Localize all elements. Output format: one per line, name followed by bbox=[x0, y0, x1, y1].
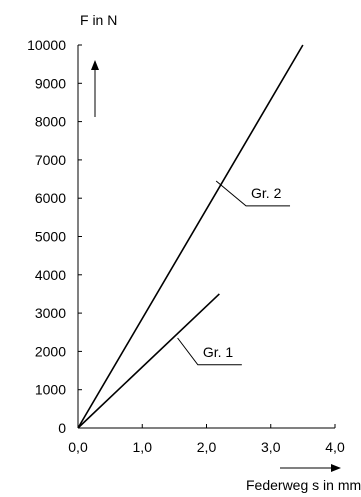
y-tick-label: 2000 bbox=[35, 343, 66, 359]
series-line-1 bbox=[77, 293, 220, 429]
x-axis-label: Federweg s in mm bbox=[246, 477, 361, 493]
series-line-2 bbox=[77, 44, 304, 429]
y-tick-label: 0 bbox=[58, 420, 66, 436]
y-tick-label: 5000 bbox=[35, 229, 66, 245]
y-tick-label: 1000 bbox=[35, 382, 66, 398]
series-label-1: Gr. 1 bbox=[203, 344, 234, 360]
series-label-leader-1 bbox=[177, 337, 242, 366]
x-tick-label: 2,0 bbox=[197, 439, 217, 455]
y-tick-label: 6000 bbox=[35, 190, 66, 206]
y-tick-label: 3000 bbox=[35, 305, 66, 321]
y-ticks: 0 1000 2000 3000 4000 5000 6000 7000 8000 9000 100… bbox=[27, 37, 82, 436]
x-ticks: 0,0 1,0 2,0 3,0 4,0 bbox=[68, 424, 345, 455]
y-axis-label: F in N bbox=[80, 12, 117, 28]
series-label-2: Gr. 2 bbox=[251, 185, 282, 201]
series-group: Gr. 1 Gr. 2 bbox=[77, 44, 304, 429]
y-tick-label: 10000 bbox=[27, 37, 66, 53]
x-tick-label: 0,0 bbox=[68, 439, 88, 455]
x-tick-label: 4,0 bbox=[325, 439, 345, 455]
y-tick-label: 9000 bbox=[35, 75, 66, 91]
series-label-leader-2 bbox=[215, 180, 291, 207]
y-tick-label: 7000 bbox=[35, 152, 66, 168]
x-tick-label: 3,0 bbox=[261, 439, 281, 455]
y-tick-label: 8000 bbox=[35, 114, 66, 130]
x-tick-label: 1,0 bbox=[133, 439, 153, 455]
y-tick-label: 4000 bbox=[35, 267, 66, 283]
